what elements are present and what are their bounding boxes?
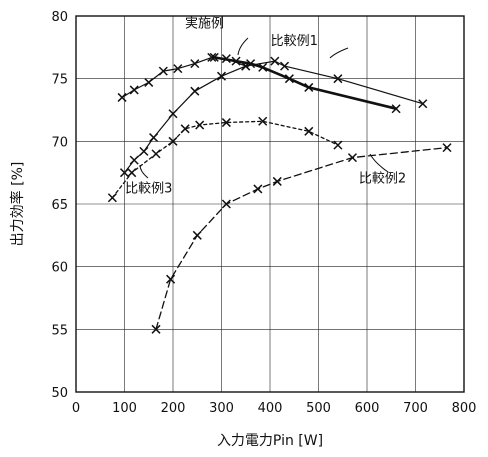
data-point-marker xyxy=(246,59,256,69)
annotation-leader xyxy=(329,47,349,59)
data-point-marker xyxy=(119,168,130,178)
data-point-marker xyxy=(129,85,139,95)
tick-label-layer: 0 100 200 300 400 500 600 700 800 50 55 60 65 70 75 80 xyxy=(51,10,476,416)
data-point-marker xyxy=(149,133,159,143)
y-tick-label: 75 xyxy=(51,73,68,88)
data-point-marker xyxy=(231,56,241,66)
annotation-label: 比較例1 xyxy=(271,34,318,49)
series-3 xyxy=(209,52,401,114)
grid-layer xyxy=(76,16,464,392)
data-point-marker xyxy=(129,155,139,165)
series-layer xyxy=(107,52,452,334)
data-point-marker xyxy=(166,274,176,284)
data-point-marker xyxy=(139,146,149,156)
series-line xyxy=(155,146,448,330)
data-point-marker xyxy=(144,77,154,87)
x-tick-label: 200 xyxy=(161,401,186,416)
data-point-marker xyxy=(272,176,282,186)
annotation-leader xyxy=(369,153,389,173)
data-point-marker xyxy=(190,59,200,69)
data-point-marker xyxy=(216,71,227,81)
data-point-marker xyxy=(347,153,357,163)
annotation-leader xyxy=(139,164,149,179)
y-tick-label: 80 xyxy=(51,10,68,25)
data-point-marker xyxy=(258,62,268,72)
data-point-marker xyxy=(258,116,268,126)
y-tick-label: 65 xyxy=(51,198,68,213)
data-point-marker xyxy=(270,56,280,66)
data-point-marker xyxy=(127,168,137,178)
series-line xyxy=(212,56,398,110)
annotation-label: 比較例2 xyxy=(359,172,406,187)
data-point-marker xyxy=(117,92,127,102)
x-tick-label: 100 xyxy=(112,401,137,416)
data-point-marker xyxy=(180,124,190,134)
annotation-leader xyxy=(237,37,249,56)
data-point-marker xyxy=(391,104,401,114)
x-tick-label: 300 xyxy=(209,401,234,416)
data-point-marker xyxy=(304,82,314,92)
data-point-marker xyxy=(190,86,200,96)
y-tick-label: 50 xyxy=(51,386,68,401)
data-point-marker xyxy=(221,199,231,209)
y-tick-label: 55 xyxy=(51,323,68,338)
x-axis-label: 入力電力Pin [W] xyxy=(217,433,323,449)
y-axis-label: 出力効率 [%] xyxy=(9,162,26,247)
y-tick-label: 60 xyxy=(51,261,68,276)
series-line xyxy=(111,120,339,199)
data-point-marker xyxy=(333,74,343,84)
data-point-marker xyxy=(284,74,294,84)
data-point-marker xyxy=(221,118,231,128)
x-tick-label: 400 xyxy=(258,401,283,416)
annotation-label: 比較例3 xyxy=(125,182,172,197)
data-point-marker xyxy=(158,66,168,76)
data-point-marker xyxy=(280,61,290,71)
series-2 xyxy=(119,56,428,178)
data-point-marker xyxy=(195,120,205,130)
x-tick-label: 600 xyxy=(355,401,380,416)
data-point-marker xyxy=(253,184,263,194)
data-point-marker xyxy=(151,324,161,334)
data-point-marker xyxy=(209,52,219,62)
plot-area-frame xyxy=(75,15,465,393)
x-tick-label: 800 xyxy=(452,401,477,416)
data-point-marker xyxy=(192,230,202,240)
data-point-marker xyxy=(173,64,183,74)
series-4 xyxy=(107,116,343,203)
data-point-marker xyxy=(107,193,117,203)
series-5 xyxy=(151,143,452,334)
data-point-marker xyxy=(442,143,452,153)
x-tick-label: 500 xyxy=(306,401,331,416)
y-tick-label: 70 xyxy=(51,135,68,150)
data-point-marker xyxy=(418,99,428,109)
data-point-marker xyxy=(168,136,178,146)
data-point-marker xyxy=(207,52,217,62)
data-point-marker xyxy=(168,109,178,119)
annotation-label: 実施例 xyxy=(185,15,224,31)
series-line xyxy=(121,56,247,99)
x-tick-label: 0 xyxy=(72,401,80,416)
x-tick-label: 700 xyxy=(403,401,428,416)
data-point-marker xyxy=(333,140,343,150)
data-point-marker xyxy=(151,149,161,159)
data-point-marker xyxy=(304,126,314,136)
